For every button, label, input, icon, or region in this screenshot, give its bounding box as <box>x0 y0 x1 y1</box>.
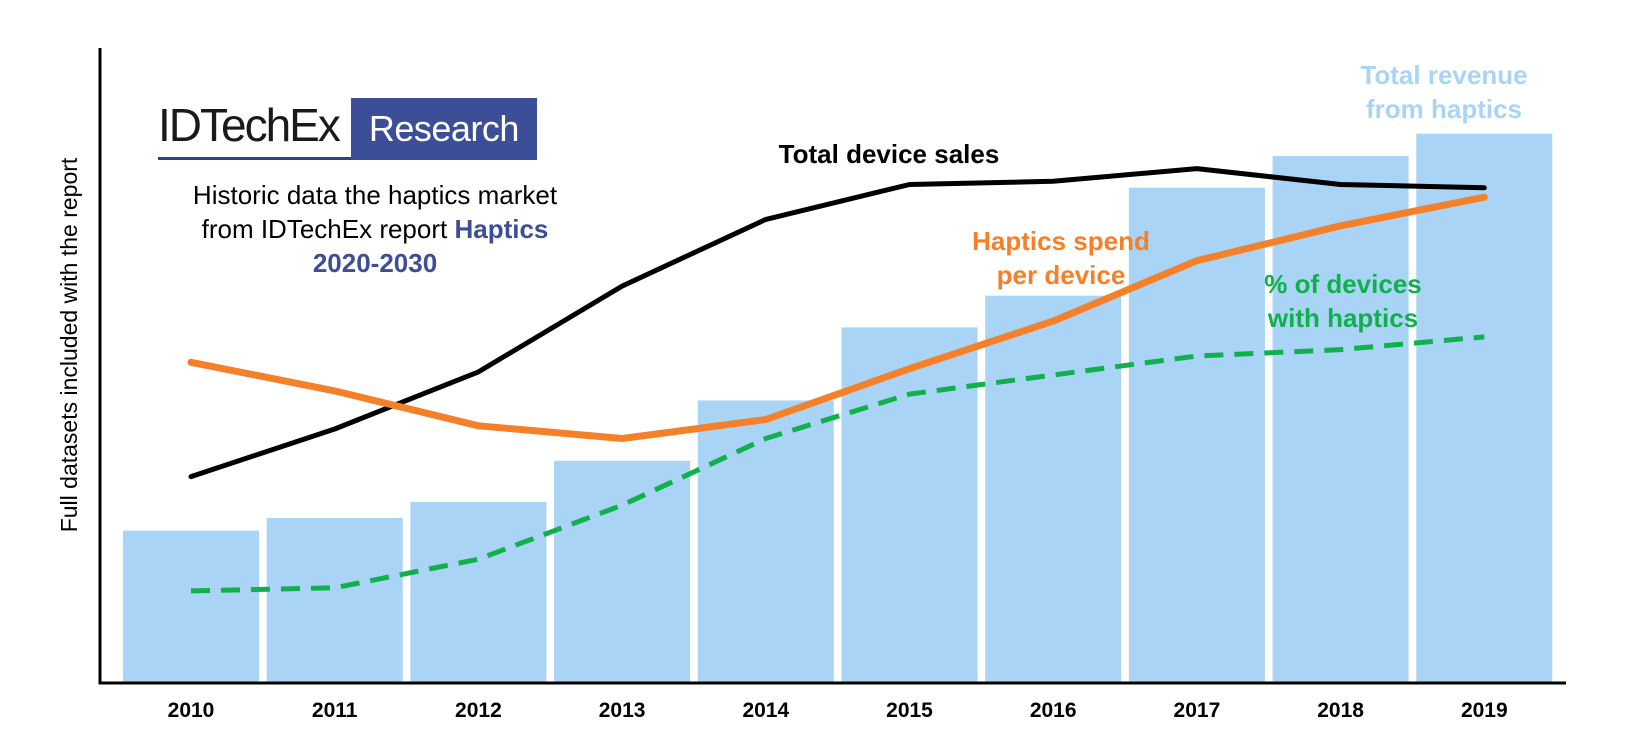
label-percent-devices-line-1: % of devices <box>1264 269 1422 299</box>
label-total-revenue-line-2: from haptics <box>1366 94 1522 124</box>
revenue-bar-2018 <box>1272 156 1409 683</box>
x-tick-label-2018: 2018 <box>1317 699 1364 722</box>
description-line-2-prefix: from IDTechEx report <box>201 214 455 244</box>
revenue-bar-2010 <box>123 530 259 683</box>
idtechex-logo: IDTechEx Research <box>158 98 537 160</box>
revenue-bar-2015 <box>841 327 978 683</box>
revenue-bar-2016 <box>985 295 1122 683</box>
revenue-bar-2011 <box>266 517 403 683</box>
revenue-bar-2017 <box>1128 187 1265 683</box>
label-device-sales: Total device sales <box>779 139 1000 169</box>
report-years-highlight: 2020-2030 <box>312 248 438 278</box>
x-tick-label-2010: 2010 <box>168 699 215 722</box>
label-total-revenue: Total revenue from haptics <box>1360 60 1527 124</box>
device-sales-line <box>188 166 1487 480</box>
x-tick-labels: 2010 2011 2012 2013 2014 2015 2016 2017 2018 2019 <box>168 699 1508 722</box>
revenue-bar-2019 <box>1416 133 1553 683</box>
label-spend-per-device: Haptics spend per device <box>972 226 1150 290</box>
label-total-revenue-line-1: Total revenue <box>1360 60 1527 90</box>
logo-wordmark: IDTechEx <box>158 98 351 160</box>
spend-per-device-line <box>187 193 1488 442</box>
description-line-2: from IDTechEx report Haptics <box>150 212 600 246</box>
revenue-bar-2014 <box>697 400 834 683</box>
description-text: Historic data the haptics market from ID… <box>150 178 600 280</box>
x-tick-label-2014: 2014 <box>742 699 789 722</box>
label-spend-per-device-line-2: per device <box>997 260 1126 290</box>
label-spend-per-device-line-1: Haptics spend <box>972 226 1150 256</box>
x-tick-label-2013: 2013 <box>599 699 646 722</box>
x-tick-label-2019: 2019 <box>1461 699 1508 722</box>
report-name-highlight: Haptics <box>454 214 549 244</box>
label-device-sales-line-1: Total device sales <box>779 139 1000 169</box>
series-labels: Total revenue from haptics Total device sa… <box>779 60 1528 333</box>
y-axis-label: Full datasets included with the report <box>56 157 82 532</box>
x-tick-label-2012: 2012 <box>455 699 502 722</box>
x-tick-label-2017: 2017 <box>1174 699 1221 722</box>
description-line-1: Historic data the haptics market <box>192 180 558 210</box>
x-tick-label-2016: 2016 <box>1030 699 1077 722</box>
label-percent-devices-line-2: with haptics <box>1267 303 1418 333</box>
revenue-bar-2012 <box>410 502 547 683</box>
series-lines <box>187 166 1488 594</box>
label-percent-devices: % of devices with haptics <box>1264 269 1422 333</box>
revenue-bar-2013 <box>554 460 691 684</box>
x-tick-label-2015: 2015 <box>886 699 933 722</box>
percent-devices-line <box>190 334 1485 594</box>
revenue-bars <box>123 133 1553 684</box>
logo-research-box: Research <box>350 98 537 160</box>
x-tick-label-2011: 2011 <box>312 699 358 722</box>
